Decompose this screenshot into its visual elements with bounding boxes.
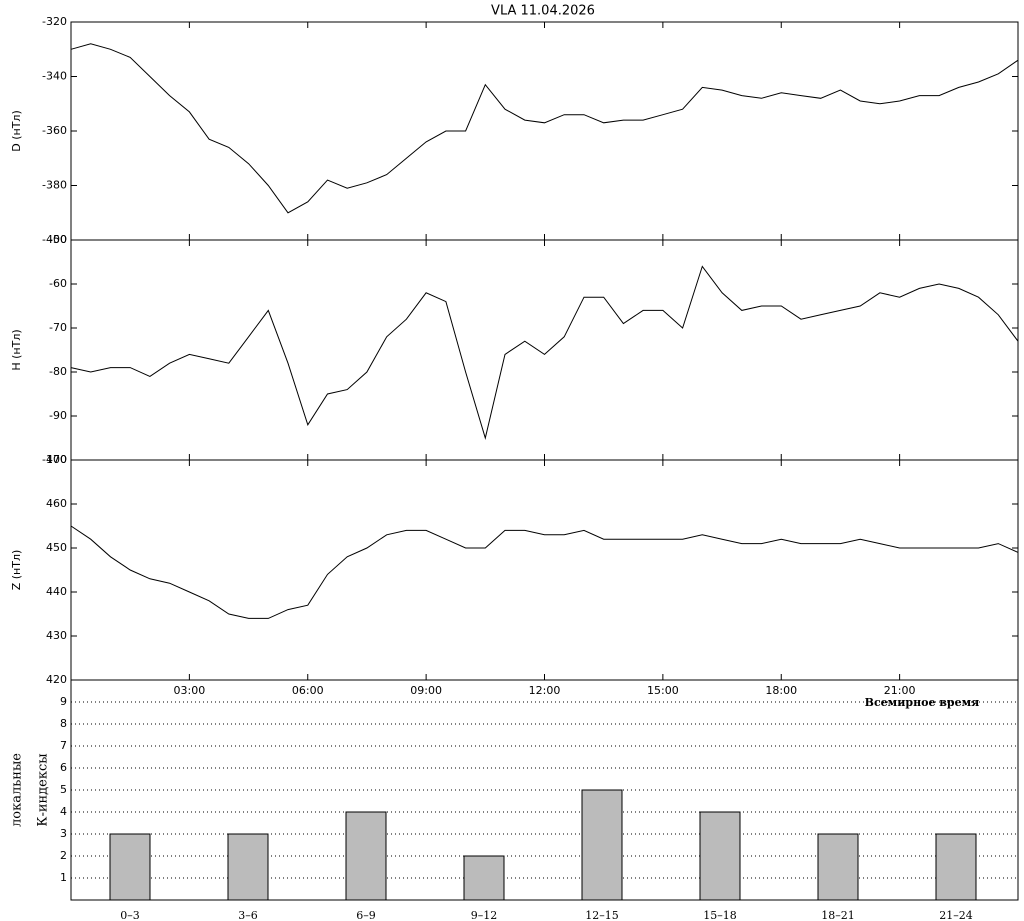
x-tick-label: 12–15	[585, 909, 619, 921]
chart-title: VLA 11.04.2026	[491, 4, 595, 19]
y-tick-label: -380	[42, 179, 67, 192]
y-axis-label: H (нТл)	[10, 329, 23, 370]
y-tick-label: -60	[49, 277, 67, 290]
y-tick-label: -90	[49, 409, 67, 422]
y-tick-label: -400	[42, 233, 67, 246]
bar	[109, 833, 151, 901]
y-tick-label: 450	[46, 541, 67, 554]
x-tick-label: 21:00	[884, 684, 916, 697]
y-tick-label: 420	[46, 673, 67, 686]
y-tick-label: 6	[60, 761, 67, 774]
y-tick-label: -50	[49, 233, 67, 246]
bar	[581, 789, 623, 901]
x-tick-label: 3–6	[238, 909, 258, 921]
x-tick-label: 9–12	[471, 909, 498, 921]
y-axis-label: D (нТл)	[10, 110, 23, 152]
bar	[227, 833, 269, 901]
data-line	[70, 525, 1019, 619]
x-tick-label: 18–21	[821, 909, 855, 921]
y-tick-label: 440	[46, 585, 67, 598]
data-line	[70, 265, 1019, 440]
y-axis-label: К-индексы	[36, 753, 51, 826]
y-axis-label: локальные	[10, 753, 25, 827]
data-line	[70, 43, 1019, 214]
x-tick-label: 18:00	[765, 684, 797, 697]
bar	[463, 855, 505, 901]
x-tick-label: 0–3	[120, 909, 140, 921]
x-tick-label: 15–18	[703, 909, 737, 921]
x-tick-label: 15:00	[647, 684, 679, 697]
y-tick-label: 8	[60, 717, 67, 730]
x-tick-label: 06:00	[292, 684, 324, 697]
x-tick-label: 09:00	[410, 684, 442, 697]
y-tick-label: 3	[60, 827, 67, 840]
y-tick-label: 460	[46, 497, 67, 510]
y-tick-label: 430	[46, 629, 67, 642]
y-tick-label: -320	[42, 15, 67, 28]
y-tick-label: 470	[46, 453, 67, 466]
bar	[699, 811, 741, 901]
y-tick-label: 9	[60, 695, 67, 708]
x-tick-label: 03:00	[174, 684, 206, 697]
bar	[817, 833, 859, 901]
bar	[345, 811, 387, 901]
y-tick-label: 7	[60, 739, 67, 752]
x-tick-label: 21–24	[939, 909, 973, 921]
y-axis-label: Z (нТл)	[10, 550, 23, 591]
y-tick-label: 4	[60, 805, 67, 818]
x-tick-label: 12:00	[529, 684, 561, 697]
y-tick-label: 5	[60, 783, 67, 796]
x-tick-label: 6–9	[356, 909, 376, 921]
bar	[935, 833, 977, 901]
y-tick-label: -70	[49, 321, 67, 334]
y-tick-label: 2	[60, 849, 67, 862]
y-tick-label: 1	[60, 871, 67, 884]
y-tick-label: -360	[42, 124, 67, 137]
y-tick-label: -100	[42, 453, 67, 466]
y-tick-label: -340	[42, 70, 67, 83]
y-tick-label: -80	[49, 365, 67, 378]
x-axis-label: Всемирное время	[865, 696, 980, 709]
